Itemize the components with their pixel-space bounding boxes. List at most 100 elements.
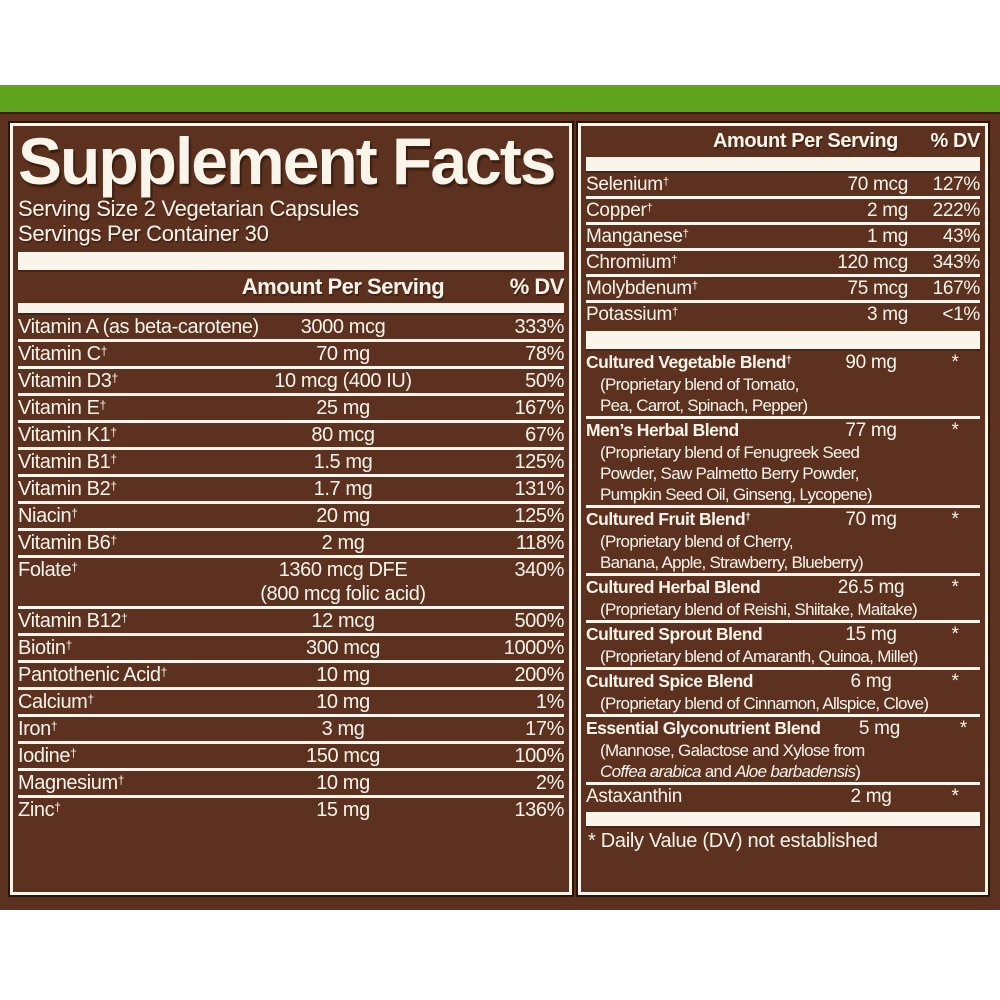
column-header-dv: % DV (930, 130, 980, 152)
section-divider-bar (18, 303, 564, 313)
nutrient-amount: 1.5 mg (313, 451, 373, 473)
blend-ingredients: (Mannose, Galactose and Xylose from Coff… (600, 741, 865, 781)
nutrient-dv: 200% (514, 664, 564, 686)
nutrient-amount: 3000 mcg (300, 316, 386, 338)
table-row: Niacin† 20 mg 125% (18, 501, 564, 528)
nutrient-amount: 2 mg (866, 200, 908, 221)
nutrient-dv: 1% (535, 691, 565, 713)
nutrient-dv: 100% (514, 745, 564, 767)
row-divider (18, 447, 564, 450)
nutrient-amount: 10 mcg (400 IU) (274, 370, 412, 392)
blend-row: Men’s Herbal Blend 77 mg * (Proprietary … (586, 416, 980, 505)
nutrient-dv: 333% (514, 316, 564, 338)
nutrient-name: Vitamin C† (18, 343, 108, 365)
nutrient-name: Molybdenum† (586, 278, 699, 299)
nutrient-amount: 300 mcg (306, 637, 380, 659)
nutrient-name: Vitamin B2† (18, 478, 118, 500)
servings-per-container: Servings Per Container 30 (18, 221, 269, 246)
table-row: Vitamin D3† 10 mcg (400 IU) 50% (18, 366, 564, 393)
nutrient-name: Niacin† (18, 505, 78, 527)
table-row: Manganese† 1 mg 43% (586, 222, 980, 248)
blend-ingredients: (Proprietary blend of Fenugreek Seed Pow… (600, 443, 873, 504)
table-row: Chromium† 120 mcg 343% (586, 248, 980, 274)
nutrient-name: Zinc† (18, 799, 61, 821)
blend-ingredients: (Proprietary blend of Tomato, Pea, Carro… (600, 375, 808, 415)
nutrient-name: Vitamin D3† (18, 370, 119, 392)
green-accent-bar (0, 85, 1000, 112)
row-divider (586, 505, 980, 508)
blend-amount: 6 mg (850, 671, 892, 692)
mineral-table: Selenium† 70 mcg 127% Copper† 2 mg 222% (586, 173, 980, 326)
blend-amount: 5 mg (858, 718, 900, 739)
nutrient-amount: 12 mcg (311, 610, 375, 632)
nutrient-amount: 20 mg (316, 505, 370, 527)
table-row: Iron† 3 mg 17% (18, 714, 564, 741)
label-panel-right: Amount Per Serving % DV Selenium† 70 mcg… (576, 121, 990, 897)
nutrient-name: Astaxanthin (586, 786, 682, 807)
table-row: Vitamin B2† 1.7 mg 131% (18, 474, 564, 501)
blend-ingredients: (Proprietary blend of Reishi, Shiitake, … (600, 600, 918, 619)
nutrient-name: Folate† (18, 559, 78, 581)
row-divider (18, 606, 564, 609)
nutrient-dv: 343% (932, 252, 981, 273)
nutrient-name: Manganese† (586, 226, 689, 247)
blend-row: Cultured Fruit Blend† 70 mg * (Proprieta… (586, 505, 980, 573)
row-divider (586, 248, 980, 251)
nutrient-amount: 1360 mcg DFE (800 mcg folic acid) (260, 559, 426, 605)
row-divider (18, 339, 564, 342)
section-divider-bar (586, 812, 980, 826)
nutrient-amount: 3 mg (866, 304, 908, 325)
column-header-dv: % DV (509, 274, 565, 299)
row-divider (18, 633, 564, 636)
nutrient-name: Vitamin K1† (18, 424, 118, 446)
nutrient-dv: 78% (525, 343, 564, 365)
row-divider (586, 196, 980, 199)
section-divider-bar (18, 252, 564, 270)
blend-row: Cultured Spice Blend 6 mg * (Proprietary… (586, 667, 980, 714)
row-divider (18, 687, 564, 690)
blend-name: Essential Glyconutrient Blend (586, 718, 821, 738)
row-divider (586, 782, 980, 785)
header-spacer (18, 274, 228, 300)
proprietary-blends-list: Cultured Vegetable Blend† 90 mg * (Propr… (586, 351, 980, 808)
nutrient-name: Vitamin B1† (18, 451, 118, 473)
section-divider-bar (586, 157, 980, 171)
nutrient-amount: 2 mg (321, 532, 365, 554)
nutrient-amount: 70 mg (316, 343, 370, 365)
nutrient-dv: 67% (525, 424, 564, 446)
nutrient-amount: 2 mg (850, 786, 892, 807)
table-row: Folate† 1360 mcg DFE (800 mcg folic acid… (18, 555, 564, 606)
blend-name: Cultured Vegetable Blend† (586, 352, 792, 372)
blend-name: Cultured Spice Blend (586, 671, 753, 691)
table-row: Vitamin B12† 12 mcg 500% (18, 606, 564, 633)
label-background: Supplement Facts Serving Size 2 Vegetari… (0, 112, 1000, 910)
row-divider (18, 795, 564, 798)
blend-amount: 26.5 mg (837, 577, 905, 598)
blend-name: Cultured Fruit Blend† (586, 509, 751, 529)
row-divider (586, 416, 980, 419)
table-row: Biotin† 300 mcg 1000% (18, 633, 564, 660)
blend-dv-asterisk: * (951, 671, 959, 692)
nutrient-dv: 167% (932, 278, 981, 299)
table-row: Vitamin C† 70 mg 78% (18, 339, 564, 366)
blend-dv-asterisk: * (951, 420, 959, 441)
row-divider (18, 528, 564, 531)
blend-dv-asterisk: * (951, 352, 959, 373)
row-divider (18, 366, 564, 369)
nutrient-name: Magnesium† (18, 772, 125, 794)
table-row: Selenium† 70 mcg 127% (586, 173, 980, 196)
vitamin-table: Vitamin A (as beta-carotene) 3000 mcg 33… (18, 315, 564, 822)
nutrient-name: Selenium† (586, 174, 670, 195)
row-divider (18, 501, 564, 504)
nutrient-dv: 125% (514, 451, 564, 473)
table-row: Magnesium† 10 mg 2% (18, 768, 564, 795)
nutrient-dv: 43% (942, 226, 980, 247)
blend-dv-asterisk: * (951, 786, 959, 807)
nutrient-dv: 167% (514, 397, 564, 419)
table-row: Potassium† 3 mg <1% (586, 300, 980, 326)
nutrient-amount: 10 mg (316, 664, 370, 686)
nutrient-name: Iodine† (18, 745, 77, 767)
nutrient-name: Chromium† (586, 252, 678, 273)
blend-amount: 15 mg (845, 624, 897, 645)
